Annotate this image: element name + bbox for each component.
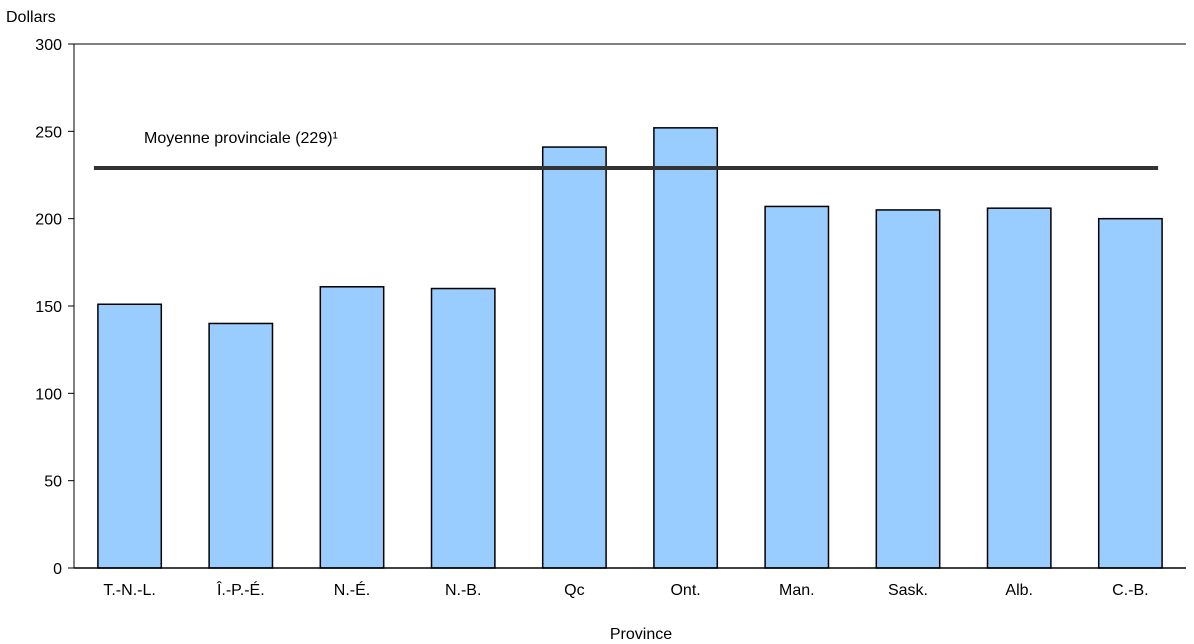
y-tick-label: 50 xyxy=(44,474,62,491)
bar-1 xyxy=(97,303,163,569)
bar-5 xyxy=(541,146,607,569)
y-tick-label: 100 xyxy=(35,386,62,403)
bar-10 xyxy=(1097,217,1163,569)
x-tick-label: Man. xyxy=(779,582,815,599)
x-tick-label: Ont. xyxy=(670,582,700,599)
bar-4 xyxy=(430,287,496,569)
x-tick-label: Alb. xyxy=(1005,582,1033,599)
y-tick-label: 0 xyxy=(53,561,62,578)
x-axis-title: Province xyxy=(610,626,672,643)
y-tick-label: 200 xyxy=(35,212,62,229)
x-tick-label: Î.-P.-É. xyxy=(216,580,265,599)
x-tick-label: C.-B. xyxy=(1112,582,1148,599)
bar-8 xyxy=(875,209,941,569)
bar-7 xyxy=(764,205,830,569)
bar-6 xyxy=(653,127,719,569)
x-tick-label: Sask. xyxy=(888,582,928,599)
y-tick-label: 150 xyxy=(35,299,62,316)
y-tick-label: 250 xyxy=(35,124,62,141)
bar-3 xyxy=(319,286,385,569)
bar-9 xyxy=(986,207,1052,569)
y-tick-label: 300 xyxy=(35,37,62,54)
y-axis-title: Dollars xyxy=(6,9,56,26)
x-tick-label: N.-É. xyxy=(334,580,370,599)
bar-2 xyxy=(208,322,274,569)
x-tick-label: T.-N.-L. xyxy=(103,582,155,599)
x-tick-label: Qc xyxy=(564,582,584,599)
reference-line-label: Moyenne provinciale (229)¹ xyxy=(144,130,338,147)
plot-area: 0 50 100 150 200 250 300 T.-N.-L. Î.-P.-É. N.-É. N… xyxy=(35,37,1186,599)
x-tick-label: N.-B. xyxy=(445,582,481,599)
